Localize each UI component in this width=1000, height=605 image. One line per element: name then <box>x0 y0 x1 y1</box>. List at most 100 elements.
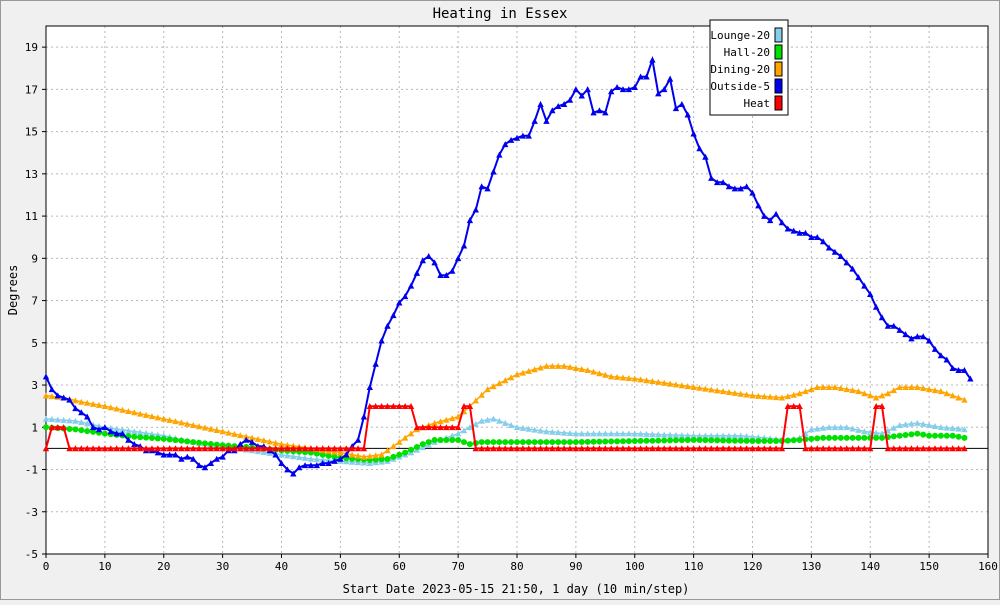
data-point-dining-20 <box>749 392 756 399</box>
data-point-hall-20 <box>502 439 509 446</box>
data-point-outside-5 <box>784 225 792 232</box>
data-point-dining-20 <box>184 420 191 427</box>
data-point-heat <box>878 402 886 409</box>
data-point-dining-20 <box>478 391 485 398</box>
data-point-outside-5 <box>872 303 880 310</box>
data-point-hall-20 <box>879 434 886 441</box>
data-point-dining-20 <box>713 387 721 394</box>
data-point-heat <box>937 445 945 452</box>
data-point-lounge-20 <box>837 424 845 431</box>
data-point-dining-20 <box>743 391 750 398</box>
data-point-outside-5 <box>166 451 173 458</box>
data-point-hall-20 <box>808 435 815 442</box>
data-point-outside-5 <box>708 174 715 181</box>
data-point-dining-20 <box>631 375 638 382</box>
data-point-outside-5 <box>772 210 780 217</box>
data-point-dining-20 <box>884 390 892 397</box>
data-point-heat <box>590 445 597 452</box>
data-point-outside-5 <box>325 459 332 466</box>
data-point-dining-20 <box>684 383 691 390</box>
data-point-lounge-20 <box>572 430 580 437</box>
data-point-lounge-20 <box>631 430 638 437</box>
data-point-dining-20 <box>796 390 803 397</box>
data-point-heat <box>543 445 550 452</box>
data-point-hall-20 <box>672 437 679 444</box>
data-point-hall-20 <box>661 437 668 444</box>
data-point-outside-5 <box>660 86 668 93</box>
data-point-dining-20 <box>207 425 215 432</box>
data-point-heat <box>755 445 762 452</box>
data-point-outside-5 <box>60 394 67 401</box>
data-point-heat <box>708 445 715 452</box>
data-point-hall-20 <box>914 430 921 437</box>
data-point-heat <box>219 445 226 452</box>
data-point-dining-20 <box>555 362 562 369</box>
data-point-hall-20 <box>496 439 503 446</box>
data-point-lounge-20 <box>113 425 120 432</box>
data-point-heat <box>696 445 703 452</box>
data-point-heat <box>955 445 962 452</box>
data-point-hall-20 <box>396 451 403 458</box>
data-point-heat <box>749 445 756 452</box>
data-point-hall-20 <box>43 424 49 431</box>
data-point-heat <box>743 445 750 452</box>
data-point-lounge-20 <box>507 421 515 428</box>
data-point-outside-5 <box>796 229 803 236</box>
data-point-outside-5 <box>484 185 491 192</box>
data-point-heat <box>72 445 79 452</box>
data-point-dining-20 <box>608 373 615 380</box>
data-point-heat <box>184 445 191 452</box>
data-point-hall-20 <box>873 434 880 441</box>
data-point-outside-5 <box>849 265 856 272</box>
x-tick-label: 130 <box>801 560 821 573</box>
data-point-lounge-20 <box>690 432 697 439</box>
data-point-hall-20 <box>390 453 397 460</box>
data-point-outside-5 <box>637 73 644 80</box>
data-point-hall-20 <box>755 438 762 445</box>
data-point-heat <box>560 445 568 452</box>
data-point-dining-20 <box>849 387 856 394</box>
y-tick-label: 1 <box>31 421 38 434</box>
data-point-outside-5 <box>248 438 256 445</box>
data-point-outside-5 <box>625 86 633 93</box>
data-point-lounge-20 <box>808 426 815 433</box>
legend-label: Heat <box>744 97 771 110</box>
data-point-lounge-20 <box>578 430 585 437</box>
data-point-lounge-20 <box>313 456 321 463</box>
data-point-heat <box>284 445 291 452</box>
data-point-dining-20 <box>272 439 279 446</box>
data-point-lounge-20 <box>307 455 315 462</box>
data-point-lounge-20 <box>319 456 326 463</box>
data-point-heat <box>101 445 109 452</box>
x-tick-label: 70 <box>452 560 465 573</box>
data-point-outside-5 <box>101 424 109 431</box>
data-point-lounge-20 <box>490 415 497 422</box>
data-point-dining-20 <box>248 434 256 441</box>
data-point-outside-5 <box>890 322 897 329</box>
legend-swatch <box>774 27 783 43</box>
data-point-hall-20 <box>590 438 597 445</box>
data-point-dining-20 <box>378 451 385 458</box>
data-point-dining-20 <box>949 392 956 399</box>
data-point-heat <box>295 445 303 452</box>
data-point-dining-20 <box>566 363 574 370</box>
data-point-outside-5 <box>643 73 650 80</box>
data-point-lounge-20 <box>619 430 627 437</box>
data-point-outside-5 <box>201 464 209 471</box>
data-point-heat <box>572 445 580 452</box>
data-point-hall-20 <box>625 438 632 445</box>
data-point-dining-20 <box>890 387 897 394</box>
data-point-hall-20 <box>402 449 409 456</box>
data-point-hall-20 <box>837 434 844 441</box>
data-point-dining-20 <box>84 399 91 406</box>
data-point-outside-5 <box>584 86 591 93</box>
data-point-heat <box>731 445 739 452</box>
data-point-dining-20 <box>507 374 515 381</box>
data-point-heat <box>861 445 868 452</box>
data-point-outside-5 <box>290 470 297 477</box>
data-point-lounge-20 <box>643 430 650 437</box>
data-point-outside-5 <box>366 383 374 390</box>
data-point-lounge-20 <box>555 429 562 436</box>
data-point-lounge-20 <box>513 424 521 431</box>
data-point-lounge-20 <box>731 432 739 439</box>
